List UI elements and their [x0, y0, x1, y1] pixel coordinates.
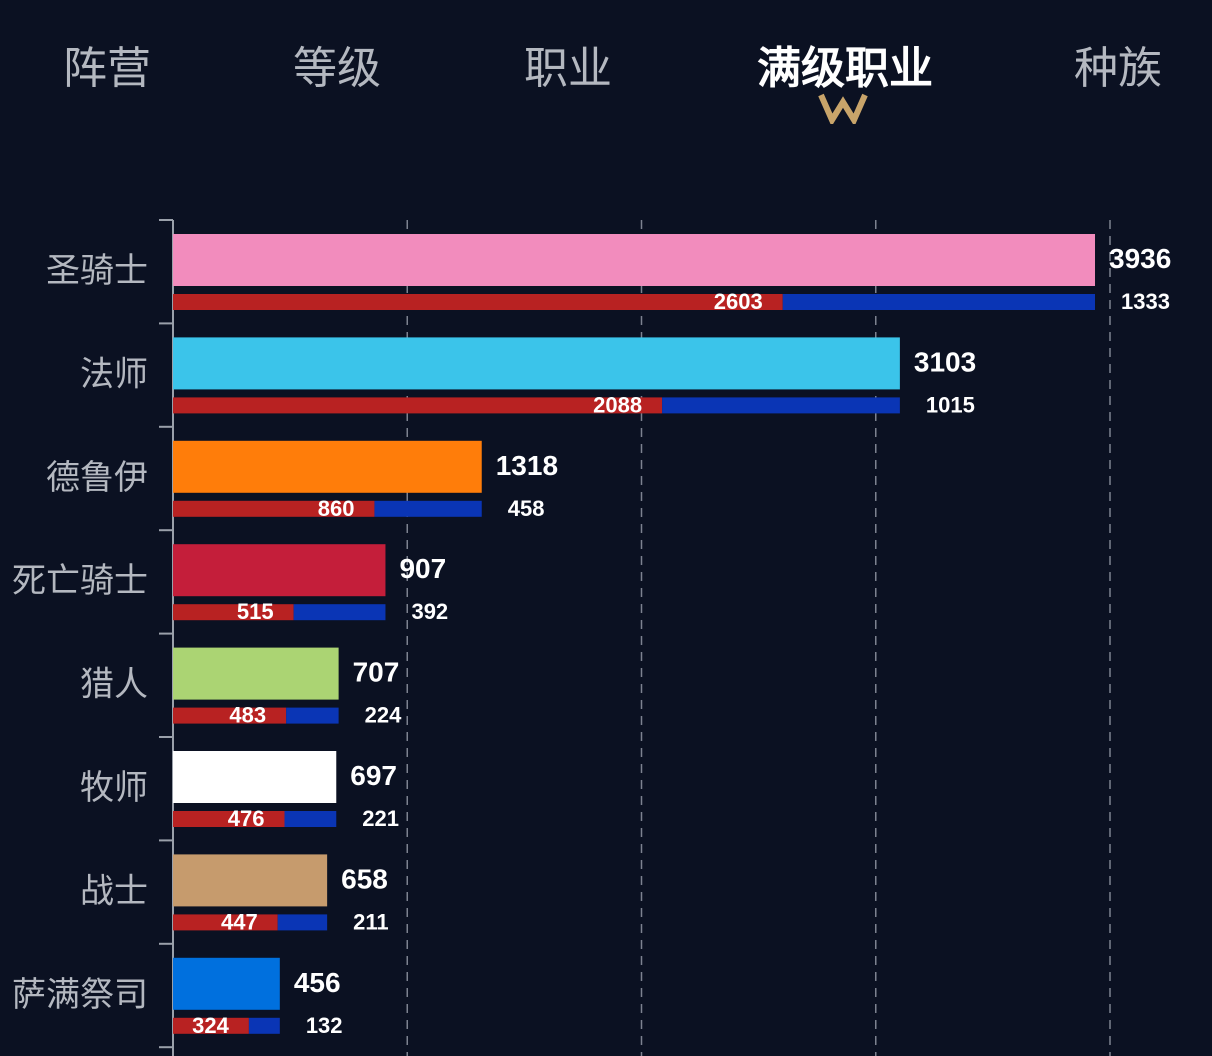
total-bar — [173, 337, 900, 390]
category-label: 法师 — [80, 354, 148, 394]
series-2-bar — [286, 707, 339, 724]
series-2-value-label: 392 — [411, 599, 448, 624]
series-2-value-label: 458 — [508, 496, 545, 521]
tab-1[interactable]: 等级 — [293, 43, 381, 94]
total-bar — [173, 647, 339, 700]
total-value-label: 697 — [350, 760, 397, 791]
total-value-label: 707 — [353, 657, 400, 688]
series-1-bar — [173, 1017, 249, 1034]
category-label: 萨满祭司 — [12, 975, 148, 1015]
total-bar — [173, 544, 386, 597]
series-2-bar — [248, 1017, 280, 1034]
series-1-value-label: 2603 — [714, 289, 763, 314]
total-bar — [173, 751, 337, 803]
series-1-value-label: 447 — [221, 909, 258, 934]
series-2-bar — [277, 914, 328, 931]
active-tab-indicator-icon — [818, 93, 868, 124]
total-value-label: 1318 — [496, 450, 558, 481]
series-1-bar — [173, 604, 294, 621]
series-1-bar — [173, 707, 287, 724]
series-2-bar — [782, 294, 1096, 310]
series-1-value-label: 2088 — [593, 392, 642, 417]
series-1-bar — [173, 914, 278, 931]
series-1-value-label: 324 — [192, 1013, 229, 1038]
series-2-bar — [374, 500, 482, 517]
series-2-value-label: 221 — [362, 806, 399, 831]
tab-2[interactable]: 职业 — [524, 43, 612, 94]
series-1-bar — [173, 500, 375, 517]
category-label: 牧师 — [80, 768, 148, 808]
category-label: 圣骑士 — [46, 251, 148, 291]
total-value-label: 907 — [399, 553, 446, 584]
series-1-bar — [173, 811, 285, 827]
total-bar — [173, 234, 1096, 286]
total-bar — [173, 957, 280, 1010]
total-value-label: 456 — [294, 967, 341, 998]
series-1-bar — [173, 294, 783, 310]
series-2-value-label: 1333 — [1121, 289, 1170, 314]
series-1-bar — [173, 397, 663, 414]
category-label: 德鲁伊 — [46, 458, 148, 498]
series-1-value-label: 483 — [229, 703, 266, 728]
category-label: 死亡骑士 — [12, 561, 148, 601]
tab-4[interactable]: 种族 — [1074, 43, 1162, 94]
tab-0[interactable]: 阵营 — [63, 43, 151, 94]
category-label: 战士 — [80, 871, 148, 911]
series-1-value-label: 515 — [237, 599, 274, 624]
series-2-bar — [293, 604, 386, 621]
series-2-bar — [662, 397, 900, 414]
category-label: 猎人 — [80, 665, 148, 705]
total-bar — [173, 440, 482, 493]
series-1-value-label: 476 — [228, 806, 265, 831]
series-2-value-label: 132 — [306, 1013, 343, 1038]
series-2-value-label: 211 — [353, 909, 389, 934]
tab-3[interactable]: 满级职业 — [757, 43, 933, 94]
total-value-label: 3936 — [1109, 243, 1171, 274]
series-2-value-label: 224 — [365, 703, 402, 728]
total-bar — [173, 854, 328, 907]
series-2-value-label: 1015 — [926, 392, 975, 417]
series-1-value-label: 860 — [318, 496, 355, 521]
total-value-label: 658 — [341, 863, 388, 894]
series-2-bar — [284, 811, 337, 827]
total-value-label: 3103 — [914, 346, 976, 377]
